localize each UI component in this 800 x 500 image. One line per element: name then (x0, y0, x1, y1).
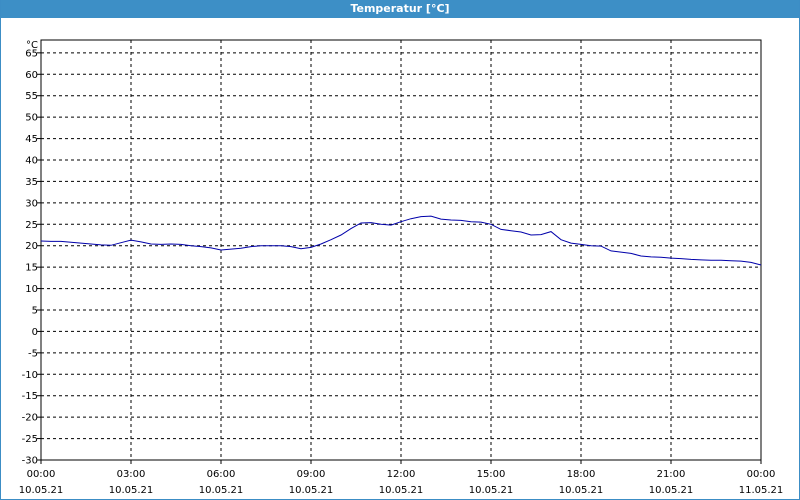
plot-frame (40, 39, 762, 461)
y-tick-label: 25 (25, 220, 38, 231)
series-line-temperature (40, 215, 762, 266)
y-tick-label: -15 (22, 391, 38, 402)
y-tick-label: 55 (25, 91, 38, 102)
x-tick-date-label: 10.05.21 (469, 485, 514, 496)
x-tick-date-label: 10.05.21 (559, 485, 604, 496)
y-tick-label: 65 (25, 48, 38, 59)
y-tick-label: 10 (25, 284, 38, 295)
y-tick-label: 40 (25, 156, 38, 167)
x-tick-date-label: 10.05.21 (649, 485, 694, 496)
x-tick-time-label: 03:00 (117, 469, 146, 480)
y-tick-label: -20 (22, 413, 38, 424)
window-title: Temperatur [°C] (1, 0, 799, 18)
x-tick-date-label: 10.05.21 (109, 485, 154, 496)
x-tick-date-label: 10.05.21 (19, 485, 64, 496)
x-tick-time-label: 09:00 (297, 469, 326, 480)
y-tick-label: 0 (32, 327, 38, 338)
y-tick-label: -10 (22, 370, 38, 381)
y-tick-label: 50 (25, 113, 38, 124)
y-unit-label: °C (26, 40, 38, 51)
y-tick-label: -25 (22, 434, 38, 445)
y-tick-label: 30 (25, 198, 38, 209)
y-tick-label: 60 (25, 70, 38, 81)
x-tick-time-label: 18:00 (567, 469, 596, 480)
y-tick-label: 35 (25, 177, 38, 188)
x-tick-time-label: 00:00 (747, 469, 776, 480)
y-tick-label: -5 (28, 348, 38, 359)
x-tick-date-label: 11.05.21 (739, 485, 784, 496)
x-tick-time-label: 21:00 (657, 469, 686, 480)
y-tick-label: -30 (22, 456, 38, 467)
x-tick-date-label: 10.05.21 (289, 485, 334, 496)
y-tick-label: 15 (25, 263, 38, 274)
y-tick-label: 5 (32, 306, 38, 317)
x-tick-time-label: 12:00 (387, 469, 416, 480)
y-tick-label: 45 (25, 134, 38, 145)
x-tick-time-label: 15:00 (477, 469, 506, 480)
x-tick-date-label: 10.05.21 (199, 485, 244, 496)
x-tick-date-label: 10.05.21 (379, 485, 424, 496)
x-tick-time-label: 00:00 (27, 469, 56, 480)
y-tick-label: 20 (25, 241, 38, 252)
x-tick-time-label: 06:00 (207, 469, 236, 480)
